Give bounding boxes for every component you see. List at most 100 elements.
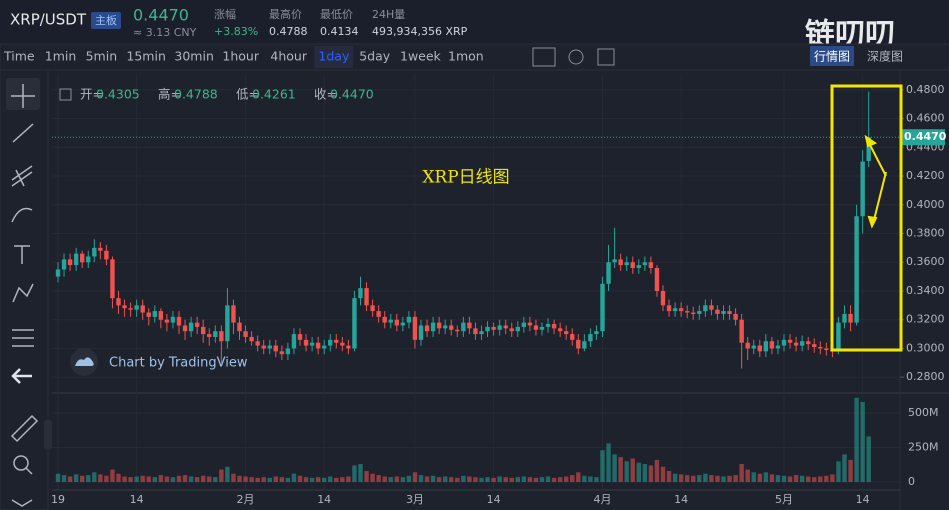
candle-body [824, 348, 829, 350]
measure-icon[interactable] [12, 329, 34, 347]
volume-bar [122, 476, 127, 482]
candle-body [279, 351, 285, 355]
interval[interactable]: 1week [400, 49, 442, 64]
interval[interactable]: 5day [359, 49, 391, 64]
candle-body [146, 312, 151, 317]
candle-body [176, 316, 182, 326]
candle-body [570, 334, 575, 340]
volume-bar [545, 476, 551, 482]
candle-body [104, 250, 109, 260]
line-icon[interactable] [12, 123, 34, 143]
candle-body [557, 328, 563, 332]
candle-body [866, 137, 871, 161]
interval[interactable]: 30min [174, 49, 213, 64]
zoom-icon[interactable] [13, 455, 29, 471]
legend-value: 0.4261 [252, 87, 296, 102]
volume-bar [140, 475, 145, 482]
interval[interactable]: Time [3, 49, 35, 64]
interval-active[interactable] [314, 46, 354, 68]
volume-bar [527, 477, 533, 482]
candle-body [806, 341, 811, 345]
volume-bar [346, 476, 351, 482]
intervals: Time 1min 5min 15min 30min 1hour 4hour 1day 5day… [3, 46, 484, 68]
volume-bar [836, 461, 841, 482]
zoom-handle[interactable] [11, 467, 33, 507]
settings-icon[interactable] [568, 49, 584, 65]
interval[interactable]: 1mon [448, 49, 484, 64]
stat-label: 24H量 [372, 8, 405, 21]
candle-body [237, 322, 242, 332]
volume-bar [134, 476, 139, 482]
volume-bar [636, 462, 641, 482]
view-tab[interactable]: 行情图 [814, 50, 850, 64]
volume-bar [763, 472, 769, 482]
volume-bar [303, 477, 309, 482]
volume-bar [818, 476, 823, 482]
candle-body [533, 325, 539, 330]
volume-bar [551, 477, 557, 482]
candle-body [781, 339, 787, 346]
interval[interactable]: 1day [318, 49, 350, 64]
candle-body [509, 328, 514, 332]
volume-bar [709, 475, 714, 482]
legend-toggle[interactable] [59, 88, 72, 101]
credit-cloud [75, 357, 94, 366]
view-tab[interactable]: 深度图 [867, 49, 903, 64]
x-tick-label: 5月 [775, 493, 793, 506]
interval[interactable]: 1min [45, 49, 77, 64]
candle-body [194, 322, 200, 327]
back-icon[interactable] [11, 368, 32, 384]
volume-bar [182, 475, 188, 482]
candle-body [207, 334, 212, 337]
volume-bar [830, 474, 835, 482]
text-icon[interactable] [14, 245, 30, 264]
volume-bar [715, 475, 720, 482]
candle-body [455, 329, 460, 332]
volume-bar [660, 466, 666, 482]
x-tick-label: 19 [51, 493, 65, 506]
candle-body [527, 322, 533, 326]
candle-body [388, 319, 393, 323]
volume-bar [721, 476, 726, 482]
candle-body [618, 259, 623, 266]
candle-body [775, 345, 781, 349]
fullscreen-icon[interactable] [597, 48, 615, 66]
side-icons [6, 78, 40, 507]
collapse-tab[interactable] [44, 420, 52, 450]
volume-bar [678, 474, 684, 482]
volume-bar [194, 477, 200, 482]
candle-body [666, 305, 672, 312]
volume-bar [352, 465, 357, 482]
cursor-icon[interactable] [11, 84, 35, 108]
interval[interactable]: 1hour [222, 49, 259, 64]
volume-bar [860, 401, 865, 482]
volume-bar [164, 476, 170, 482]
candle-body [346, 345, 351, 349]
legend-label: 高= [158, 87, 181, 102]
indicator-icon[interactable] [532, 47, 556, 67]
interval[interactable]: 15min [126, 49, 165, 64]
pattern-icon[interactable] [12, 283, 34, 303]
candle-body [582, 341, 587, 349]
candle-body [600, 283, 605, 332]
volume-bar [539, 477, 545, 482]
volume-bar [769, 474, 775, 482]
volume-bar [188, 476, 194, 482]
legend-value: 0.4305 [96, 87, 140, 102]
volume-bar [491, 477, 496, 482]
brush-icon[interactable] [11, 207, 33, 223]
interval[interactable]: 5min [86, 49, 118, 64]
volume-bar [255, 477, 260, 482]
interval[interactable]: 4hour [270, 49, 307, 64]
ruler-icon[interactable] [10, 414, 39, 443]
fib-icon[interactable] [11, 165, 33, 187]
stat-label: 最低价 [320, 8, 353, 21]
volume-bar [588, 476, 593, 482]
candle-body [848, 313, 853, 323]
volume-bar [146, 476, 151, 482]
volume-bar [424, 476, 430, 482]
candle-body [449, 325, 454, 330]
legend-label: 收= [314, 87, 337, 102]
tab-bg[interactable] [810, 46, 854, 66]
